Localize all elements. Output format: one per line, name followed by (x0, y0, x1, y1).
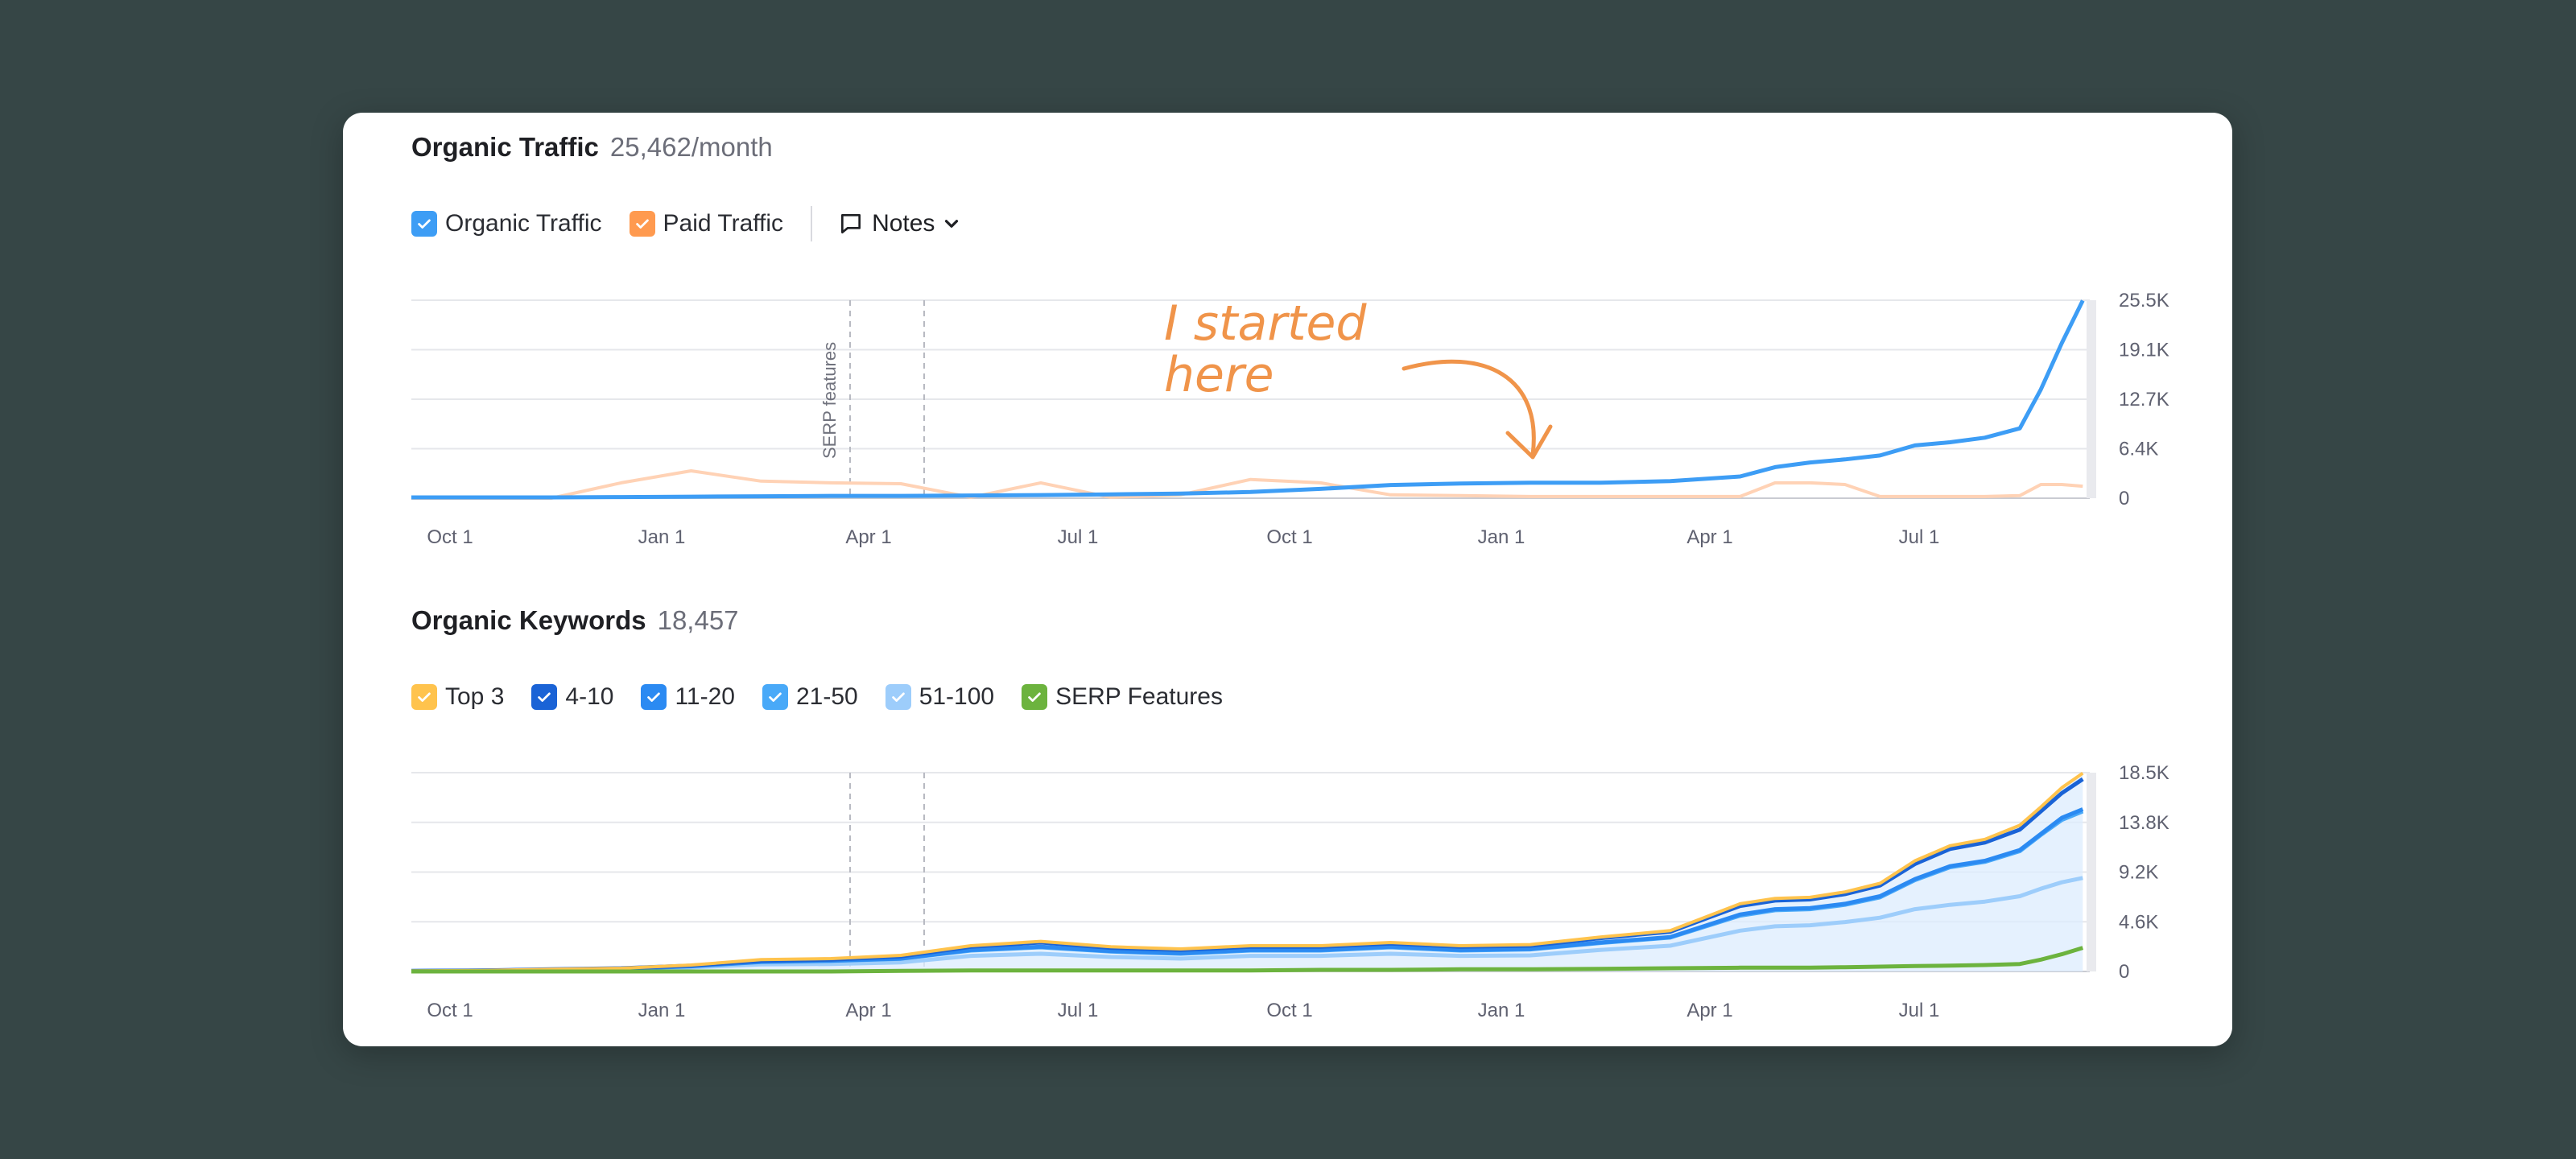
keywords-section-title: Organic Keywords 18,457 (411, 605, 739, 636)
legend-keywords-51-100[interactable]: 51-100 (885, 683, 995, 711)
organic-keywords-chart: 18.5K 13.8K 9.2K 4.6K 0 Oct 1 Jan 1 Apr 1 Jul 1 O… (411, 762, 2169, 1021)
traffic-x-tick: Oct 1 (1266, 526, 1312, 548)
traffic-y-tick: 0 (2119, 488, 2129, 509)
paid-traffic-line (411, 469, 2083, 500)
traffic-x-tick: Oct 1 (427, 526, 473, 548)
check-icon (538, 692, 551, 702)
keywords-y-tick: 0 (2119, 961, 2129, 983)
check-icon (891, 692, 905, 702)
legend-organic-traffic[interactable]: Organic Traffic (411, 210, 602, 237)
legend-paid-traffic-label: Paid Traffic (663, 210, 784, 237)
traffic-x-tick: Apr 1 (845, 526, 891, 548)
keywords-line-serp-features (411, 946, 2084, 974)
legend-keywords-label: SERP Features (1055, 683, 1223, 710)
annotation-text-line1: I started (1164, 295, 1367, 352)
traffic-x-tick: Apr 1 (1686, 526, 1732, 548)
keywords-x-tick: Oct 1 (1266, 1000, 1312, 1021)
keywords-edge-band (2087, 773, 2096, 971)
legend-keywords-label: 11-20 (675, 683, 735, 710)
serp-features-event-label: SERP features (819, 342, 840, 459)
legend-organic-traffic-label: Organic Traffic (445, 210, 602, 237)
legend-keywords-21-50[interactable]: 21-50 (762, 683, 858, 711)
traffic-section-title: Organic Traffic 25,462/month (411, 132, 773, 163)
check-icon (769, 692, 782, 702)
legend-keywords-label: 21-50 (795, 683, 858, 710)
check-icon (418, 692, 431, 702)
traffic-legend: Organic Traffic Paid Traffic Notes (411, 206, 970, 241)
legend-keywords-top-3[interactable]: Top 3 (411, 683, 504, 711)
keywords-line-51-100 (411, 876, 2083, 974)
traffic-x-tick: Jul 1 (1058, 526, 1099, 548)
keywords-x-tick: Apr 1 (1686, 1000, 1732, 1021)
legend-paid-traffic[interactable]: Paid Traffic (629, 210, 784, 237)
checkbox-keywords-4[interactable] (885, 684, 911, 710)
checkbox-organic-traffic[interactable] (411, 211, 437, 237)
notes-dropdown[interactable]: Notes (838, 210, 970, 237)
keywords-area-fill (411, 773, 2083, 971)
legend-keywords-11-20[interactable]: 11-20 (641, 683, 735, 711)
keywords-y-tick: 18.5K (2119, 762, 2169, 784)
legend-keywords-4-10[interactable]: 4-10 (531, 683, 613, 711)
keywords-value: 18,457 (657, 605, 739, 635)
traffic-title: Organic Traffic (411, 132, 599, 162)
check-icon (635, 219, 649, 229)
keywords-legend: Top 3 4-10 11-20 21-50 51-100 SERP Features (411, 681, 1250, 713)
traffic-value: 25,462/month (609, 132, 773, 162)
legend-keywords-label: 51-100 (919, 683, 995, 710)
traffic-edge-band (2087, 300, 2096, 498)
annotation-text-line2: here (1164, 347, 1274, 403)
annotation-arrowhead (1505, 424, 1553, 460)
organic-traffic-line (411, 299, 2085, 500)
legend-keywords-serp-features[interactable]: SERP Features (1022, 683, 1223, 711)
keywords-title: Organic Keywords (411, 605, 646, 635)
keywords-line-top-3 (411, 771, 2084, 973)
keywords-x-tick: Jul 1 (1058, 1000, 1099, 1021)
keywords-x-tick: Jul 1 (1899, 1000, 1940, 1021)
organic-traffic-chart: 25.5K 19.1K 12.7K 6.4K 0 Oct 1 Jan 1 Apr 1 Jul 1… (411, 290, 2169, 548)
checkbox-paid-traffic[interactable] (629, 211, 655, 237)
traffic-x-tick: Jul 1 (1899, 526, 1940, 548)
keywords-x-tick: Apr 1 (845, 1000, 891, 1021)
legend-keywords-label: Top 3 (445, 683, 505, 710)
keywords-x-tick: Jan 1 (1478, 1000, 1525, 1021)
keywords-y-tick: 9.2K (2119, 862, 2158, 884)
traffic-x-tick: Jan 1 (1478, 526, 1525, 548)
keywords-y-tick: 4.6K (2119, 911, 2158, 933)
keywords-x-tick: Oct 1 (427, 1000, 473, 1021)
traffic-y-tick: 19.1K (2119, 340, 2169, 361)
check-icon (647, 692, 661, 702)
checkbox-keywords-0[interactable] (411, 684, 437, 710)
chevron-down-icon (945, 220, 959, 228)
checkbox-keywords-2[interactable] (641, 684, 667, 710)
legend-divider (811, 206, 813, 241)
traffic-x-tick: Jan 1 (638, 526, 686, 548)
check-icon (418, 219, 431, 229)
analytics-card: Organic Traffic 25,462/month Organic Traf… (343, 113, 2232, 1046)
notes-label: Notes (872, 210, 935, 237)
keywords-y-tick: 13.8K (2119, 812, 2169, 834)
traffic-y-tick: 25.5K (2119, 290, 2169, 311)
checkbox-keywords-1[interactable] (531, 684, 558, 710)
check-icon (1028, 692, 1041, 702)
checkbox-keywords-3[interactable] (762, 684, 788, 710)
keywords-x-tick: Jan 1 (638, 1000, 686, 1021)
checkbox-keywords-5[interactable] (1022, 684, 1048, 710)
traffic-y-tick: 6.4K (2119, 439, 2158, 460)
traffic-y-tick: 12.7K (2119, 389, 2169, 410)
comment-icon (841, 214, 861, 233)
annotation-arrow (1402, 359, 1536, 457)
legend-keywords-label: 4-10 (565, 683, 614, 710)
